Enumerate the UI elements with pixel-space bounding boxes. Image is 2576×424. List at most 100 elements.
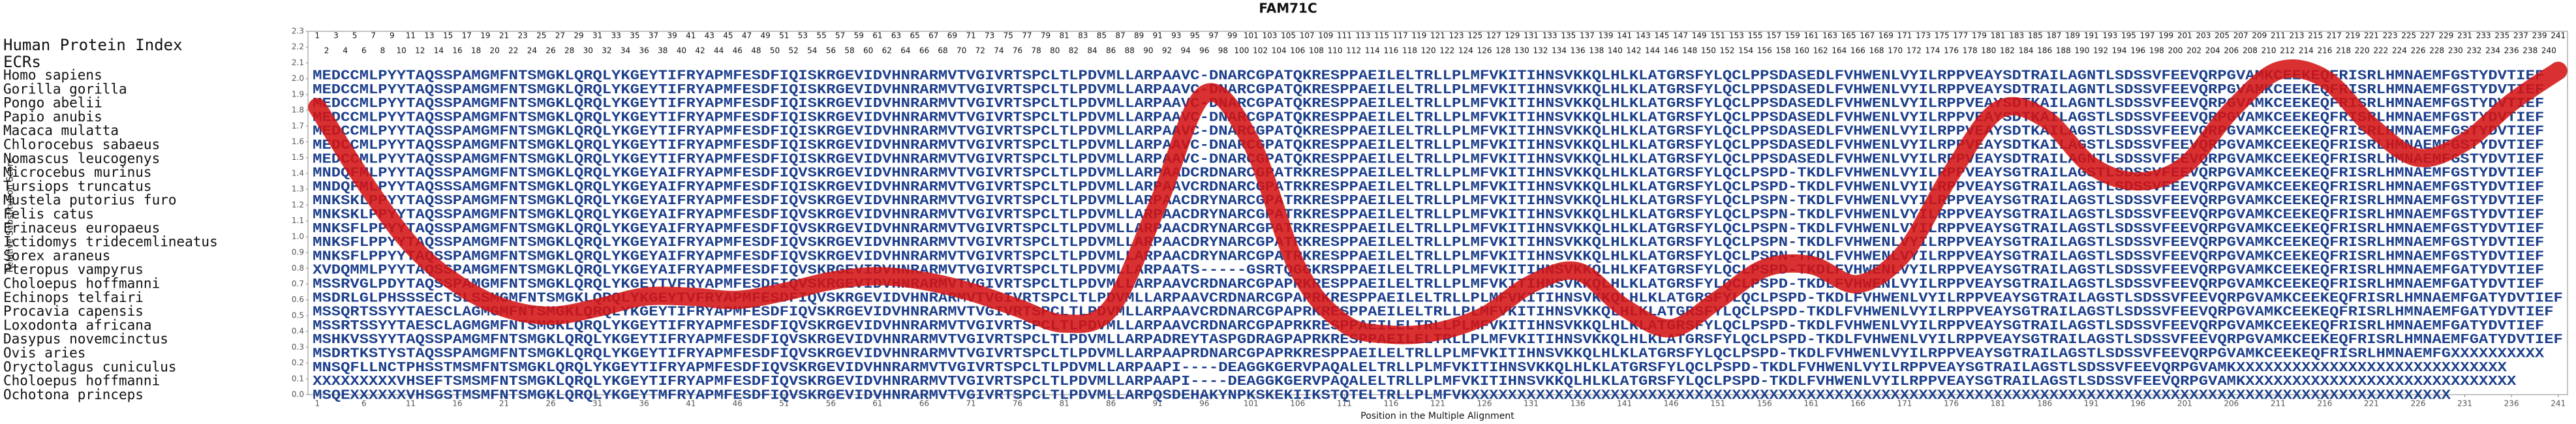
- x-tick-label: 16: [452, 399, 462, 408]
- human-index: 148: [1682, 46, 1697, 55]
- chart-title: FAM71C: [1259, 1, 1317, 16]
- human-index: 98: [1218, 46, 1228, 55]
- human-index: 189: [2065, 31, 2080, 40]
- human-index: 59: [854, 31, 864, 40]
- human-index: 35: [630, 31, 639, 40]
- human-index: 169: [1878, 31, 1894, 40]
- sequence: MEDCCMLPYYTAQSSPAMGMFNTSMGKLQRQLYKGEYTIF…: [313, 97, 2544, 112]
- species-name: Sorex araneus: [3, 248, 110, 264]
- human-index: 207: [2233, 31, 2248, 40]
- species-name: Dasypus novemcinctus: [3, 331, 168, 347]
- human-index: 7: [371, 31, 376, 40]
- human-index: 187: [2047, 31, 2062, 40]
- sequence: XXXXXXXXXVHSEFTSMSMFNTSMGKLQRQLYKGEYTIFR…: [313, 374, 2517, 389]
- x-tick-label: 56: [826, 399, 836, 408]
- human-index: 10: [396, 46, 406, 55]
- human-index: 61: [872, 31, 882, 40]
- x-tick-label: 71: [966, 399, 975, 408]
- human-index: 191: [2084, 31, 2099, 40]
- x-tick-label: 91: [1153, 399, 1163, 408]
- human-index: 1: [314, 31, 320, 40]
- species-name: Choloepus hoffmanni: [3, 373, 160, 389]
- human-index: 213: [2290, 31, 2305, 40]
- human-index: 199: [2158, 31, 2173, 40]
- human-index: 128: [1495, 46, 1510, 55]
- human-index: 82: [1069, 46, 1079, 55]
- human-index: 2: [324, 46, 330, 55]
- human-index: 29: [574, 31, 583, 40]
- human-index: 196: [2130, 46, 2145, 55]
- human-index: 45: [723, 31, 733, 40]
- human-index: 116: [1383, 46, 1398, 55]
- y-tick-label: 0.4: [292, 327, 304, 336]
- x-tick-label: 136: [1571, 399, 1586, 408]
- species-name: Ochotona princeps: [3, 387, 144, 402]
- sequence: MNKSFLPPYYTAQSSPAMGMFNTSMGKLQRQLYKGEYAIF…: [313, 222, 2544, 237]
- x-tick-label: 201: [2177, 399, 2192, 408]
- human-index: 105: [1281, 31, 1296, 40]
- human-index: 175: [1935, 31, 1950, 40]
- human-index: 181: [1991, 31, 2006, 40]
- human-index: 66: [919, 46, 929, 55]
- human-index: 152: [1720, 46, 1735, 55]
- x-tick-label: 141: [1617, 399, 1632, 408]
- human-index: 174: [1925, 46, 1940, 55]
- x-tick-label: 151: [1710, 399, 1725, 408]
- human-index: 107: [1300, 31, 1315, 40]
- y-tick-label: 0.2: [292, 358, 304, 367]
- human-index: 19: [480, 31, 490, 40]
- human-index: 210: [2262, 46, 2277, 55]
- human-index: 133: [1542, 31, 1557, 40]
- human-index: 51: [779, 31, 789, 40]
- x-tick-label: 96: [1199, 399, 1209, 408]
- human-index: 231: [2457, 31, 2472, 40]
- x-tick-label: 241: [2551, 399, 2566, 408]
- human-index: 79: [1041, 31, 1050, 40]
- human-index: 165: [1841, 31, 1856, 40]
- human-index: 111: [1337, 31, 1352, 40]
- human-index: 57: [835, 31, 845, 40]
- human-index: 176: [1944, 46, 1959, 55]
- x-tick-label: 86: [1106, 399, 1116, 408]
- human-index: 30: [583, 46, 593, 55]
- y-tick-label: 0.3: [292, 342, 304, 352]
- y-tick-label: 1.5: [292, 153, 304, 162]
- human-index: 197: [2140, 31, 2155, 40]
- x-tick-label: 6: [361, 399, 367, 408]
- y-tick-label: 1.6: [292, 137, 304, 146]
- human-index: 230: [2448, 46, 2463, 55]
- x-tick-label: 156: [1757, 399, 1772, 408]
- sequence: MNDQFMLPYYTAQSSSAMGMFNTSMGKLQRQLYKGEYAIF…: [313, 180, 2544, 195]
- y-tick-label: 0.0: [292, 390, 304, 399]
- y-tick-label: 1.4: [292, 168, 304, 177]
- human-index: 27: [555, 31, 565, 40]
- human-index: 11: [406, 31, 416, 40]
- x-tick-label: 26: [545, 399, 555, 408]
- human-index: 201: [2177, 31, 2192, 40]
- x-tick-label: 51: [779, 399, 789, 408]
- human-index: 156: [1757, 46, 1772, 55]
- species-name: Ictidomys tridecemlineatus: [3, 234, 218, 250]
- human-index: 77: [1022, 31, 1032, 40]
- human-index: 21: [499, 31, 509, 40]
- human-index: 108: [1309, 46, 1324, 55]
- human-index: 114: [1365, 46, 1380, 55]
- human-index: 87: [1115, 31, 1125, 40]
- human-index: 106: [1290, 46, 1305, 55]
- human-index: 140: [1608, 46, 1623, 55]
- y-tick-label: 1.3: [292, 185, 304, 194]
- human-index: 178: [1963, 46, 1978, 55]
- species-name: Erinaceus europaeus: [3, 220, 160, 235]
- human-index: 223: [2383, 31, 2398, 40]
- y-tick-label: 1.7: [292, 121, 304, 130]
- score-line: [308, 59, 2568, 344]
- ecr-label: ECRs: [3, 53, 41, 71]
- human-index: 227: [2420, 31, 2435, 40]
- human-index: 71: [966, 31, 975, 40]
- x-tick-label: 131: [1524, 399, 1539, 408]
- species-name: Felis catus: [3, 206, 94, 222]
- human-index: 186: [2037, 46, 2052, 55]
- human-index: 42: [695, 46, 705, 55]
- human-index: 92: [1162, 46, 1172, 55]
